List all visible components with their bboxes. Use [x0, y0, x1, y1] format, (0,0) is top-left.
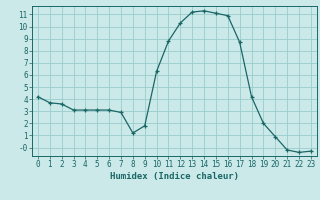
- X-axis label: Humidex (Indice chaleur): Humidex (Indice chaleur): [110, 172, 239, 181]
